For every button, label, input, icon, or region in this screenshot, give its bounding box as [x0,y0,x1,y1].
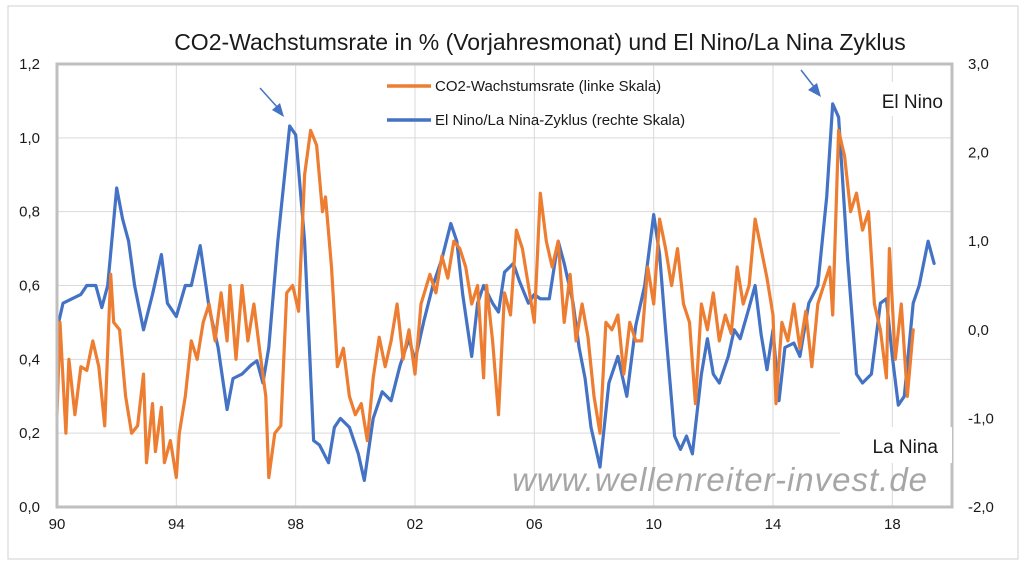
right-tick-label: 0,0 [968,322,989,339]
left-tick-label: 0,2 [19,425,40,442]
right-tick-label: 3,0 [968,56,989,73]
annotation-el-nino: El Nino [882,92,943,113]
x-tick-label: 94 [168,516,185,533]
co2-growth-line [55,128,915,480]
x-tick-label: 06 [526,516,543,533]
annotation-la-nina: La Nina [873,437,939,458]
el-nino-label-bg [858,82,950,116]
legend-label-enso: El Nino/La Nina-Zyklus (rechte Skala) [435,112,685,129]
right-tick-label: 1,0 [968,233,989,250]
enso-cycle-line [55,102,936,482]
left-tick-label: 0,6 [19,278,40,295]
right-tick-label: 2,0 [968,145,989,162]
x-tick-label: 98 [287,516,304,533]
x-tick-label: 90 [49,516,66,533]
left-tick-label: 1,0 [19,130,40,147]
left-tick-label: 1,2 [19,56,40,73]
left-tick-label: 0,8 [19,204,40,221]
left-axis-ticks: 0,0 0,2 0,4 0,6 0,8 1,0 1,2 [19,56,40,516]
arrow-icon-1998 [259,87,284,117]
series-lines [55,102,936,482]
right-axis-ticks: -2,0 -1,0 0,0 1,0 2,0 3,0 [968,56,994,516]
left-tick-label: 0,0 [19,499,40,516]
x-tick-label: 14 [765,516,782,533]
left-tick-label: 0,4 [19,351,40,368]
right-tick-label: -2,0 [968,499,994,516]
x-tick-label: 10 [645,516,662,533]
x-tick-label: 02 [407,516,424,533]
la-nina-label-bg [840,427,952,463]
legend-label-co2: CO2-Wachstumsrate (linke Skala) [435,78,661,95]
x-tick-label: 18 [884,516,901,533]
chart-title: CO2-Wachstumsrate in % (Vorjahresmonat) … [174,29,906,55]
right-tick-label: -1,0 [968,410,994,427]
x-axis-ticks: 90 94 98 02 06 10 14 18 [49,516,901,533]
arrow-icon-2016 [800,69,821,97]
plot-frame [55,62,954,509]
watermark: www.wellenreiter-invest.de [512,461,928,498]
legend: CO2-Wachstumsrate (linke Skala) El Nino/… [387,78,685,129]
